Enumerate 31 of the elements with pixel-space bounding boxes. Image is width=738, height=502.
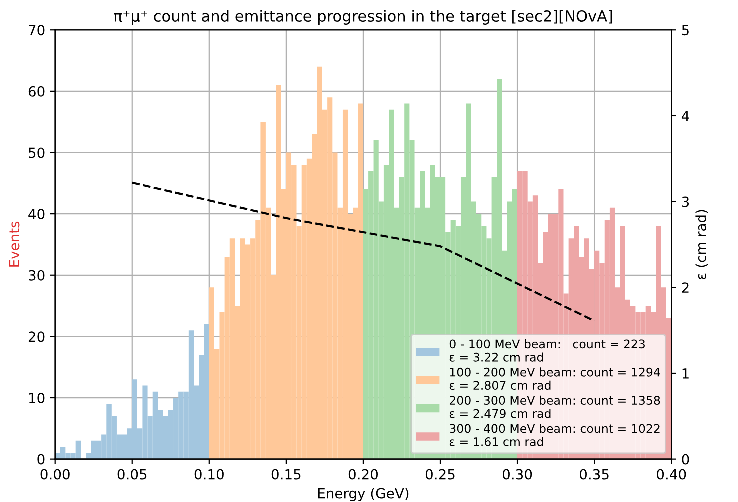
y-tick-label: 0: [38, 454, 45, 465]
legend-label: 0 - 100 MeV beam: count = 223 ε = 3.22 cm rad: [450, 340, 645, 362]
x-axis-title: Energy (GeV): [318, 488, 409, 502]
x-tick-label: 0.25: [426, 469, 455, 480]
y-axis-title: Events: [9, 222, 20, 267]
x-tick-label: 0.35: [580, 469, 609, 480]
y2-tick-label: 0: [682, 454, 690, 465]
y-tick-label: 10: [29, 392, 45, 404]
legend-label: 200 - 300 MeV beam: count = 1358 ε = 2.479 cm rad: [450, 396, 660, 418]
x-tick-label: 0.00: [40, 469, 70, 480]
y2-tick-label: 3: [682, 196, 690, 208]
y-tick-label: 60: [28, 86, 45, 97]
y2-tick-label: 5: [682, 25, 689, 36]
y-tick-label: 50: [29, 148, 45, 158]
legend-label: 100 - 200 MeV beam: count = 1294 ε = 2.807 cm rad: [450, 368, 660, 390]
y2-tick-label: 4: [682, 111, 690, 122]
x-tick-label: 0.20: [348, 469, 378, 480]
chart-title: π⁺μ⁺ count and emittance progression in the target [sec2][NOvA]: [114, 10, 612, 25]
y-tick-label: 40: [28, 209, 45, 220]
y-tick-label: 20: [28, 332, 45, 342]
y2-axis-title: ε (cm rad): [696, 210, 708, 280]
x-tick-label: 0.05: [118, 469, 147, 480]
y-tick-label: 70: [29, 25, 45, 36]
y2-tick-label: 2: [682, 282, 689, 293]
y-tick-label: 30: [29, 270, 45, 281]
y2-tick-label: 1: [682, 368, 689, 379]
x-tick-label: 0.15: [272, 469, 301, 480]
x-tick-label: 0.10: [194, 469, 224, 480]
legend-label: 300 - 400 MeV beam: count = 1022 ε = 1.61 cm rad: [450, 424, 660, 446]
x-tick-label: 0.30: [502, 469, 532, 480]
x-tick-label: 0.40: [657, 469, 686, 480]
